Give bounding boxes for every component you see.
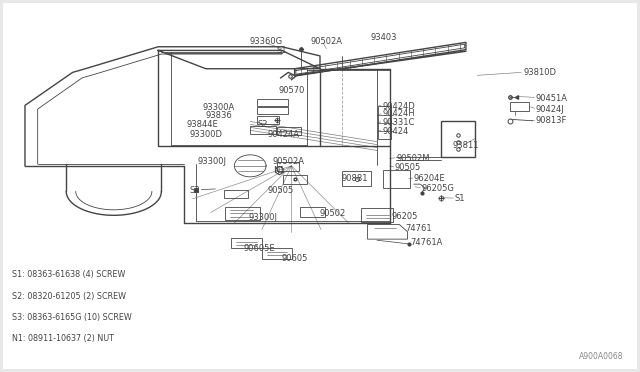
- Bar: [510, 102, 529, 110]
- Text: 93300J: 93300J: [198, 157, 227, 166]
- Text: 90451A: 90451A: [536, 93, 568, 103]
- Bar: [225, 207, 260, 220]
- Text: 90505: 90505: [395, 163, 421, 172]
- Bar: [378, 106, 391, 139]
- Text: 93844E: 93844E: [187, 120, 218, 129]
- Text: 93300D: 93300D: [189, 130, 222, 139]
- Text: 90424D: 90424D: [382, 102, 415, 110]
- Bar: [250, 126, 276, 134]
- Text: 93360G: 93360G: [250, 37, 283, 46]
- Text: 90605E: 90605E: [244, 244, 276, 253]
- Text: S2: 08320-61205 (2) SCREW: S2: 08320-61205 (2) SCREW: [12, 292, 126, 301]
- Bar: [223, 190, 248, 198]
- Text: S1: S1: [276, 46, 287, 55]
- Text: 90605: 90605: [282, 254, 308, 263]
- Text: 90502A: 90502A: [273, 157, 305, 166]
- Text: 96205: 96205: [391, 212, 417, 221]
- Text: 90505: 90505: [268, 186, 294, 195]
- Text: 90424J: 90424J: [536, 105, 564, 113]
- Text: 90331C: 90331C: [382, 118, 415, 127]
- Text: 90502: 90502: [319, 209, 346, 218]
- Text: S3: S3: [189, 186, 200, 195]
- Bar: [300, 207, 325, 217]
- Text: 90424H: 90424H: [382, 109, 415, 118]
- Text: 74761: 74761: [406, 224, 432, 232]
- Bar: [257, 107, 288, 114]
- Text: 90424A: 90424A: [268, 130, 300, 139]
- Text: A900A0068: A900A0068: [579, 352, 623, 361]
- Text: 93811: 93811: [452, 141, 479, 150]
- Text: 93403: 93403: [370, 33, 397, 42]
- Text: 90813F: 90813F: [536, 116, 567, 125]
- Bar: [361, 208, 393, 222]
- Text: S1: S1: [454, 194, 465, 203]
- Text: 93810D: 93810D: [523, 68, 556, 77]
- Text: 90881: 90881: [342, 174, 368, 183]
- Bar: [277, 162, 299, 171]
- Text: 90502A: 90502A: [310, 37, 342, 46]
- Text: 93300J: 93300J: [248, 213, 277, 222]
- Bar: [440, 121, 476, 157]
- Text: N1: 08911-10637 (2) NUT: N1: 08911-10637 (2) NUT: [12, 334, 115, 343]
- Bar: [257, 99, 288, 106]
- Text: 90570: 90570: [278, 86, 305, 95]
- Bar: [277, 126, 301, 135]
- Bar: [383, 170, 410, 188]
- Text: S2: S2: [258, 120, 268, 129]
- Text: 90424: 90424: [382, 126, 408, 135]
- Text: 93836: 93836: [205, 111, 232, 120]
- Bar: [342, 171, 371, 186]
- Text: 90502M: 90502M: [396, 154, 429, 163]
- Bar: [262, 248, 292, 259]
- Bar: [231, 238, 262, 248]
- Text: 96205G: 96205G: [422, 184, 454, 193]
- Text: N1: N1: [273, 166, 285, 175]
- Text: 74761A: 74761A: [411, 238, 443, 247]
- Bar: [284, 174, 307, 184]
- Text: S3: 08363-6165G (10) SCREW: S3: 08363-6165G (10) SCREW: [12, 313, 132, 322]
- Text: 96204E: 96204E: [414, 174, 445, 183]
- Bar: [257, 116, 279, 125]
- Text: 93300A: 93300A: [202, 103, 235, 112]
- Text: S1: 08363-61638 (4) SCREW: S1: 08363-61638 (4) SCREW: [12, 270, 125, 279]
